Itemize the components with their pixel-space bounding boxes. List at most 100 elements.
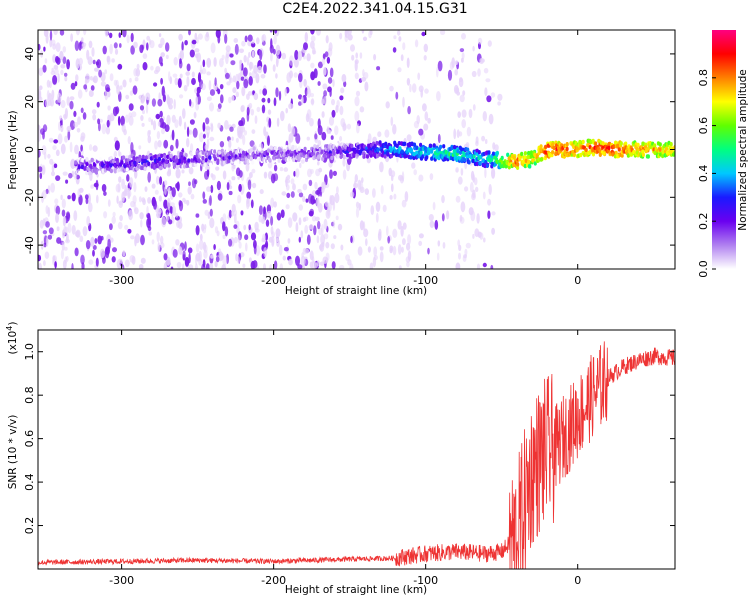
spectrogram-cell <box>406 77 411 86</box>
spectrogram-cell <box>231 176 236 181</box>
spectrogram-cell <box>239 126 243 135</box>
spectrogram-signal-cell <box>403 141 407 146</box>
spectrogram-cell <box>204 224 207 230</box>
spectrogram-cell <box>263 247 268 258</box>
spectrogram-cell <box>127 191 131 199</box>
spectrogram-cell <box>215 256 220 263</box>
spectrogram-cell <box>424 111 429 121</box>
spectrogram-cell <box>128 103 134 111</box>
spectrogram-cell <box>51 39 56 46</box>
spectrogram-cell <box>386 225 389 236</box>
spectrogram-cell <box>300 255 306 266</box>
spectrogram-cell <box>332 220 336 229</box>
spectrogram-cell <box>253 244 257 255</box>
spectrogram-cell <box>354 59 359 65</box>
spectrogram-cell <box>269 263 273 269</box>
spectrogram-cell <box>60 100 66 109</box>
spectrogram-cell <box>124 259 130 268</box>
spectrogram-cell <box>80 254 85 265</box>
spectrogram-cell <box>484 139 488 144</box>
spectrogram-signal-cell <box>312 148 317 153</box>
spectrogram-cell <box>78 194 83 206</box>
spectrogram-signal-cell <box>586 143 590 148</box>
spectrogram-cell <box>122 79 127 88</box>
spectrogram-cell <box>163 139 169 149</box>
spectrogram-signal-cell <box>572 152 576 158</box>
spectrogram-cell <box>294 49 299 61</box>
spectrogram-cell <box>305 198 309 203</box>
spectrogram-cell <box>261 104 266 114</box>
spectrogram-signal-cell <box>188 163 193 168</box>
spectrogram-cell <box>82 112 87 120</box>
spectrogram-signal-cell <box>90 157 94 163</box>
spectrogram-cell <box>134 169 138 179</box>
spectrogram-cell <box>134 77 139 82</box>
spectrogram-signal-cell <box>344 145 348 150</box>
spectrogram-cell <box>246 191 252 200</box>
spectrogram-signal-cell <box>383 154 387 159</box>
spectrogram-cell <box>55 149 60 157</box>
spectrogram-cell <box>306 87 312 98</box>
spectrogram-cell <box>188 167 194 175</box>
spectrogram-signal-cell <box>437 147 442 152</box>
spectrogram-cell <box>270 215 274 226</box>
spectrogram-cell <box>134 236 137 247</box>
spectrogram-cell <box>331 98 335 106</box>
spectrogram-signal-cell <box>533 152 537 158</box>
spectrogram-signal-cell <box>397 141 401 146</box>
spectrogram-cell <box>247 34 253 42</box>
spectrogram-cell <box>145 103 149 114</box>
spectrogram-signal-cell <box>209 162 213 167</box>
spectrogram-cell <box>469 181 474 193</box>
spectrogram-cell <box>380 185 384 195</box>
spectrogram-cell <box>292 212 298 222</box>
spectrogram-cell <box>295 168 300 178</box>
snr-xtick-label: 0 <box>574 574 581 587</box>
spectrogram-cell <box>160 235 164 244</box>
spectrogram-cell <box>136 63 140 70</box>
spectrogram-cell <box>165 54 169 60</box>
spectrogram-cell <box>402 96 405 108</box>
spectrogram-cell <box>255 37 260 45</box>
spectrogram-cell <box>84 194 89 200</box>
spectrogram-cell <box>477 68 481 77</box>
spectrogram-signal-cell <box>291 144 295 150</box>
spectrogram-cell <box>216 107 222 113</box>
spectrogram-cell <box>270 52 273 62</box>
spectrogram-cell <box>240 76 245 81</box>
spectrogram-cell <box>322 181 326 190</box>
spectrogram-cell <box>243 55 247 63</box>
spectrogram-cell <box>393 193 397 200</box>
spectrogram-cell <box>304 224 309 234</box>
spectrogram-cell <box>329 88 332 97</box>
spectrogram-cell <box>237 256 240 264</box>
spectrogram-cell <box>47 234 53 240</box>
spectrogram-cell <box>205 126 211 131</box>
spectrogram-cell <box>228 139 232 149</box>
spectrogram-cell <box>142 53 148 59</box>
spectrogram-cell <box>78 41 82 51</box>
spectrogram-cell <box>62 259 67 269</box>
spectrogram-cell <box>244 35 248 43</box>
spectrogram-cell <box>213 82 218 91</box>
spectrogram-cell <box>62 229 65 239</box>
spectrogram-signal-cell <box>616 143 620 148</box>
spectrogram-cell <box>306 53 311 62</box>
spectrogram-cell <box>330 135 334 140</box>
spectrogram-signal-cell <box>646 154 651 159</box>
spectrogram-cell <box>44 98 50 108</box>
spectrogram-cell <box>196 86 201 94</box>
spectrogram-cell <box>287 123 292 133</box>
spectrogram-cell <box>332 170 337 176</box>
spectrogram-signal-cell <box>393 140 397 145</box>
spectrogram-cell <box>67 195 71 200</box>
spectrogram-signal-cell <box>607 145 611 150</box>
spectrogram-cell <box>153 82 158 87</box>
spectrogram-cell <box>354 96 360 107</box>
spectrogram-cell <box>119 85 123 90</box>
spectrogram-cell <box>429 173 434 181</box>
spectrogram-cell <box>132 195 137 204</box>
spectrogram-cell <box>308 224 314 230</box>
spectrogram-signal-cell <box>323 153 327 159</box>
spectrogram-cell <box>258 205 263 216</box>
